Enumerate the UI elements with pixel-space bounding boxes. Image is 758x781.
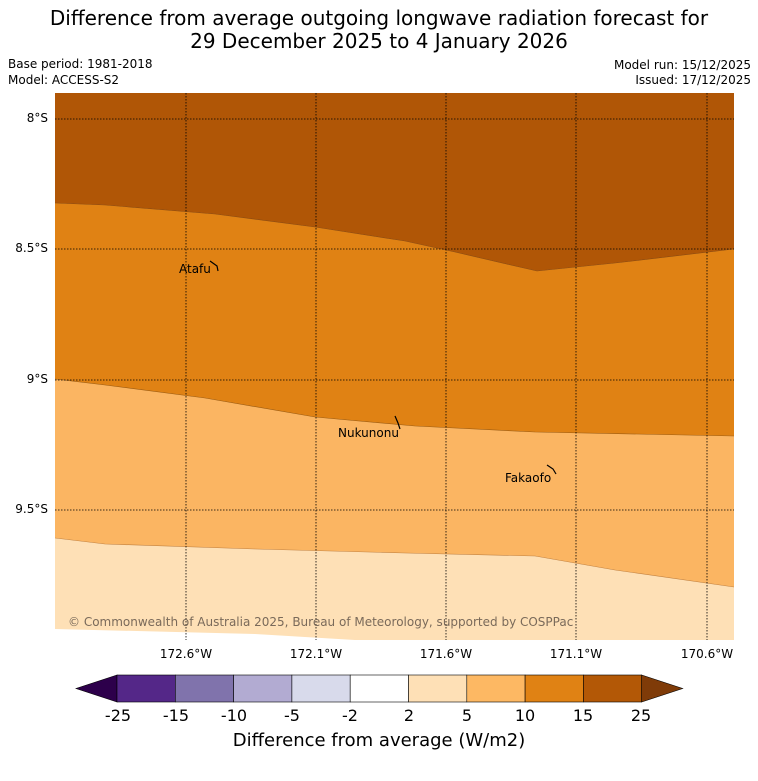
region-2-to-5: [55, 538, 734, 640]
lon-label-171-6w: 171.6°W: [419, 647, 473, 661]
colorbar-swatch-8: [583, 674, 643, 703]
colorbar-extend-low: [75, 674, 118, 703]
lat-label-9-5s: 9.5°S: [15, 502, 48, 516]
region-15-to-25: [55, 93, 734, 271]
colorbar-tick-5: 2: [403, 706, 415, 725]
lat-label-9s: 9°S: [26, 372, 48, 386]
graticule: [55, 93, 734, 640]
model-name: Model: ACCESS-S2: [8, 73, 120, 87]
colorbar-tick-6: 5: [461, 706, 473, 725]
chart-title-line2: 29 December 2025 to 4 January 2026: [190, 29, 568, 53]
model-run: Model run: 15/12/2025: [613, 58, 751, 72]
issued-date: Issued: 17/12/2025: [635, 73, 751, 87]
copyright-notice: © Commonwealth of Australia 2025, Bureau…: [68, 615, 573, 629]
colorbar-tick-4: -2: [342, 706, 358, 725]
lon-label-170-6w: 170.6°W: [680, 647, 734, 661]
colorbar: [75, 674, 684, 703]
colorbar-tick-0: -25: [104, 706, 132, 725]
place-label-nukunonu: Nukunonu: [338, 426, 399, 440]
colorbar-tick-1: -15: [162, 706, 190, 725]
colorbar-swatch-5: [408, 674, 468, 703]
colorbar-tick-8: 15: [572, 706, 594, 725]
lat-label-8-5s: 8.5°S: [15, 241, 48, 255]
forecast-map: Atafu Nukunonu Fakaofo © Commonwealth of…: [55, 93, 734, 640]
region-5-to-10: [55, 379, 734, 587]
chart-title-line1: Difference from average outgoing longwav…: [49, 6, 709, 30]
colorbar-swatch-7: [524, 674, 584, 703]
colorbar-tick-9: 25: [630, 706, 652, 725]
lat-label-8s: 8°S: [26, 111, 48, 125]
atafu-atoll-shape: [209, 260, 219, 272]
nukunonu-atoll-shape: [394, 415, 401, 430]
colorbar-tick-3: -5: [284, 706, 300, 725]
colorbar-swatch-0: [116, 674, 176, 703]
colorbar-swatch-2: [233, 674, 293, 703]
region-10-to-15: [55, 203, 734, 436]
fakaofo-atoll-shape: [546, 464, 557, 475]
lon-label-171-1w: 171.1°W: [549, 647, 603, 661]
colorbar-tick-7: 10: [514, 706, 536, 725]
lon-label-172-1w: 172.1°W: [289, 647, 343, 661]
place-label-fakaofo: Fakaofo: [505, 471, 551, 485]
colorbar-swatch-3: [291, 674, 351, 703]
lon-label-172-6w: 172.6°W: [159, 647, 213, 661]
colorbar-tick-2: -10: [220, 706, 248, 725]
colorbar-title: Difference from average (W/m2): [232, 730, 526, 751]
place-label-atafu: Atafu: [179, 262, 211, 276]
colorbar-extend-high: [641, 674, 684, 703]
colorbar-swatch-4: [349, 674, 409, 703]
colorbar-swatch-6: [466, 674, 526, 703]
base-period: Base period: 1981-2018: [8, 57, 153, 71]
map-edge-whitespace: [55, 629, 355, 640]
colorbar-swatch-1: [175, 674, 234, 703]
